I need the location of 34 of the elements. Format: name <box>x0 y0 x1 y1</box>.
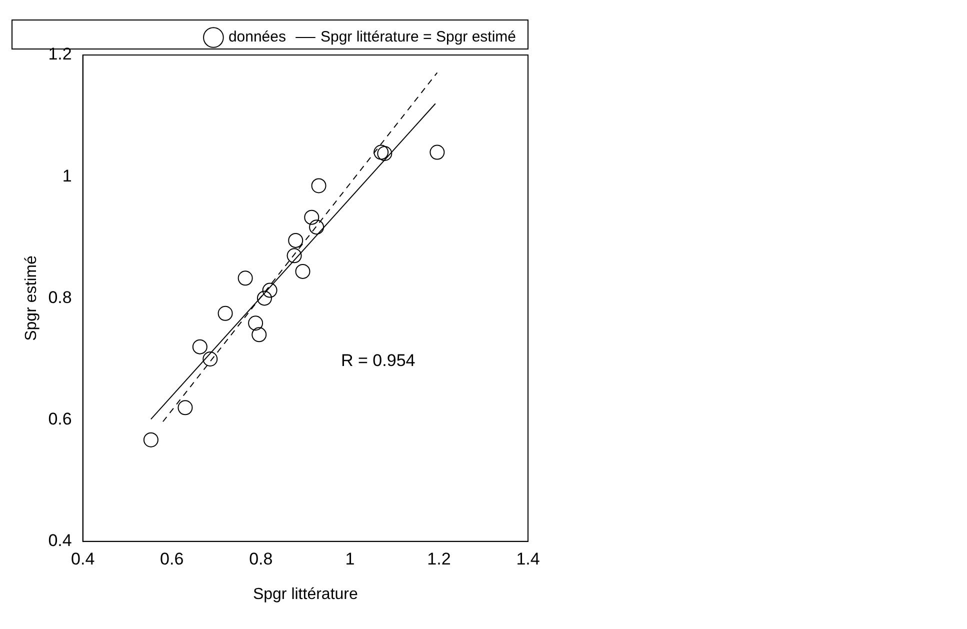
y-tick-label: 0.6 <box>48 409 72 428</box>
point <box>288 232 304 248</box>
legend-label: Spgr littérature = Spgr estimé <box>320 28 516 46</box>
y-tick-label: 0.4 <box>48 531 72 550</box>
x-tick-label: 0.4 <box>71 549 95 568</box>
point <box>218 306 233 321</box>
x-axis-title: Spgr littérature <box>252 586 358 603</box>
x-tick-label: 0.8 <box>249 549 273 568</box>
point <box>252 327 267 342</box>
point <box>286 248 302 264</box>
y-tick-label: 0.8 <box>48 288 72 307</box>
y-tick-label: 1 <box>62 166 72 186</box>
point <box>202 352 218 366</box>
point <box>178 400 193 416</box>
annotation: R = 0.954 <box>341 351 416 370</box>
point <box>143 432 158 448</box>
y-axis-title: Spgr estimé <box>23 255 40 341</box>
point <box>309 220 324 235</box>
point <box>311 178 326 194</box>
point <box>430 144 445 160</box>
point <box>192 339 208 354</box>
point <box>374 144 389 160</box>
point <box>304 210 320 225</box>
x-tick-label: 0.6 <box>160 549 184 568</box>
x-tick-label: 1 <box>345 549 355 568</box>
point <box>248 316 264 331</box>
legend-label: données <box>228 28 286 46</box>
point <box>256 290 272 306</box>
point <box>377 146 392 161</box>
point <box>238 270 253 286</box>
x-tick-label: 1.4 <box>516 549 540 568</box>
point <box>262 282 278 298</box>
x-tick-label: 1.2 <box>427 549 451 568</box>
point <box>295 264 310 279</box>
